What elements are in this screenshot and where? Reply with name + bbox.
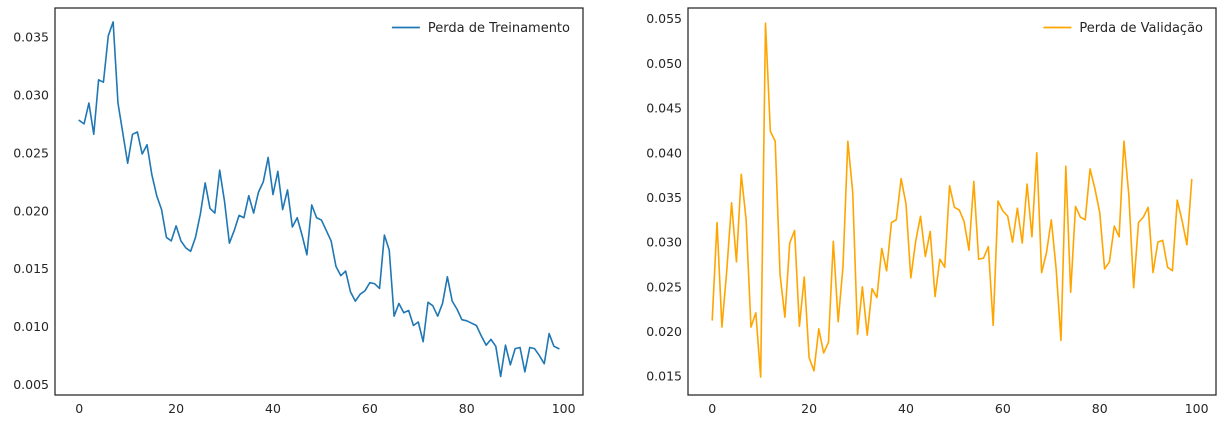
training-loss-chart: 0.005 0.010 0.015 0.020 0.025 0.030 0.035 0 20 4… xyxy=(13,7,584,416)
training-loss-y-tick-label: 0.035 xyxy=(13,29,49,44)
validation-loss-y-tick-label: 0.035 xyxy=(646,190,682,205)
training-loss-y-tick-label: 0.030 xyxy=(13,87,49,102)
validation-loss-chart: 0.015 0.020 0.025 0.030 0.035 0.040 0.045 0.050… xyxy=(646,7,1217,416)
validation-loss-y-tick-label: 0.040 xyxy=(646,145,682,160)
training-loss-y-tick-label: 0.025 xyxy=(13,145,49,160)
training-loss-y-tick-label: 0.020 xyxy=(13,203,49,218)
validation-loss-y-axis: 0.015 0.020 0.025 0.030 0.035 0.040 0.045 0.050… xyxy=(646,11,682,384)
validation-loss-y-tick-label: 0.025 xyxy=(646,279,682,294)
training-loss-x-tick-label: 100 xyxy=(552,401,576,416)
training-loss-x-axis: 0 20 40 60 80 100 xyxy=(75,401,575,416)
validation-loss-x-tick-label: 40 xyxy=(898,401,914,416)
validation-loss-y-tick-label: 0.020 xyxy=(646,324,682,339)
validation-loss-x-tick-label: 80 xyxy=(1092,401,1108,416)
validation-loss-x-axis: 0 20 40 60 80 100 xyxy=(708,401,1208,416)
validation-loss-plot-frame xyxy=(687,7,1217,396)
training-loss-y-axis: 0.005 0.010 0.015 0.020 0.025 0.030 0.035 xyxy=(13,29,49,392)
training-loss-legend: Perda de Treinamento xyxy=(391,21,570,36)
training-loss-y-tick-label: 0.005 xyxy=(13,377,49,392)
training-loss-series-line xyxy=(78,21,560,378)
validation-loss-y-tick-label: 0.045 xyxy=(646,101,682,116)
training-loss-y-tick-label: 0.015 xyxy=(13,261,49,276)
validation-loss-x-tick-label: 0 xyxy=(708,401,716,416)
validation-loss-x-tick-label: 20 xyxy=(801,401,817,416)
training-loss-plot-frame xyxy=(54,7,584,396)
validation-loss-x-tick-label: 60 xyxy=(995,401,1011,416)
validation-loss-series-group xyxy=(711,22,1193,378)
validation-loss-series-line xyxy=(711,22,1193,378)
validation-loss-y-tick-label: 0.055 xyxy=(646,11,682,26)
training-loss-y-tick-label: 0.010 xyxy=(13,319,49,334)
validation-loss-legend: Perda de Validação xyxy=(1043,21,1203,36)
training-loss-x-tick-label: 40 xyxy=(265,401,281,416)
validation-loss-y-tick-label: 0.050 xyxy=(646,56,682,71)
training-loss-x-tick-label: 0 xyxy=(75,401,83,416)
validation-loss-x-tick-label: 100 xyxy=(1185,401,1209,416)
validation-loss-y-tick-label: 0.015 xyxy=(646,369,682,384)
validation-loss-y-tick-label: 0.030 xyxy=(646,235,682,250)
training-loss-x-tick-label: 80 xyxy=(459,401,475,416)
training-loss-x-tick-label: 20 xyxy=(168,401,184,416)
training-loss-x-tick-label: 60 xyxy=(362,401,378,416)
validation-loss-legend-label: Perda de Validação xyxy=(1079,21,1203,36)
training-loss-legend-label: Perda de Treinamento xyxy=(428,21,570,36)
training-loss-series-group xyxy=(78,21,560,378)
